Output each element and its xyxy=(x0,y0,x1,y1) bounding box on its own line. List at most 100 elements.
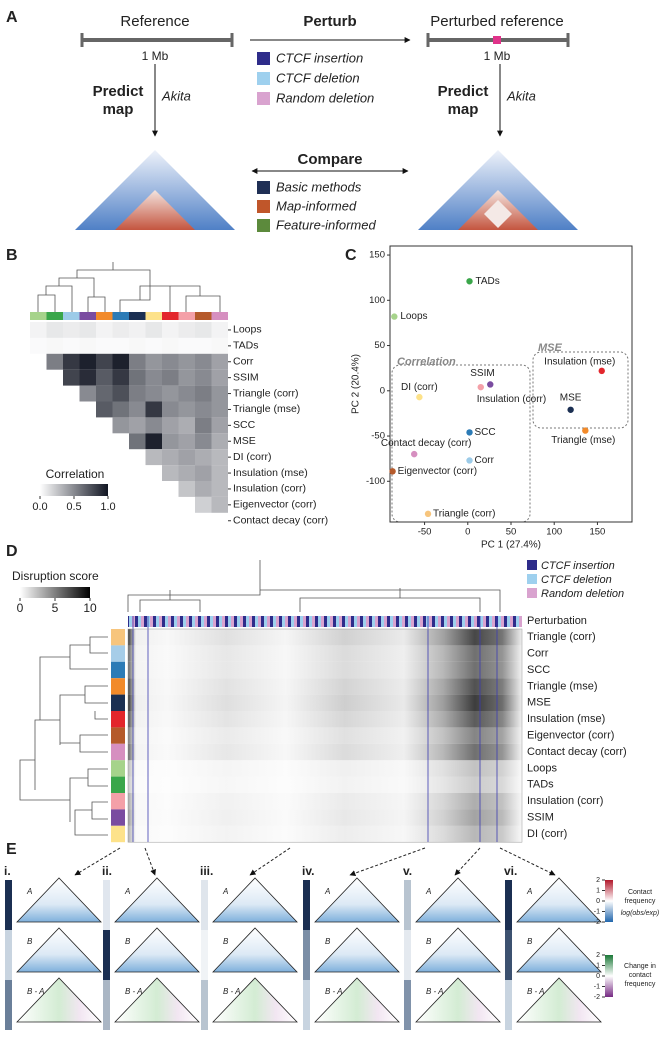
scale-label: 1 Mb xyxy=(484,49,511,63)
heatmap-cell xyxy=(112,337,129,354)
heatmap-cell xyxy=(178,481,195,497)
contact-map xyxy=(516,977,602,1023)
point xyxy=(567,406,574,413)
contact-map xyxy=(16,927,102,973)
row-color xyxy=(111,793,125,810)
heatmap-row xyxy=(128,793,522,810)
row-label: SCC xyxy=(233,419,256,431)
point xyxy=(598,367,605,375)
legend-label: CTCF insertion xyxy=(541,560,615,572)
heatmap-cell xyxy=(211,433,228,450)
point-label: Corr xyxy=(475,455,495,466)
x-tick-label: -50 xyxy=(418,527,432,538)
strip-segment xyxy=(505,930,512,980)
contact-map xyxy=(212,927,298,973)
strip-segment xyxy=(5,880,12,930)
legend-label: Map-informed xyxy=(276,198,357,213)
point xyxy=(487,381,494,388)
contact-map xyxy=(516,927,602,973)
heatmap-cell xyxy=(195,465,212,481)
heatmap-cell xyxy=(145,417,162,434)
heatmap-cell xyxy=(162,449,179,466)
map-label: B xyxy=(426,937,432,946)
map-label: B xyxy=(527,937,533,946)
heatmap-row xyxy=(128,661,522,679)
heatmap-cell xyxy=(46,322,63,338)
heatmap-cell xyxy=(162,353,179,370)
heatmap-row xyxy=(128,760,522,777)
row-label: Insulation (mse) xyxy=(233,467,308,479)
column-color xyxy=(46,312,63,320)
column-color xyxy=(178,312,195,320)
heatmap-cell xyxy=(96,353,113,370)
predict-label: Predict xyxy=(438,83,489,100)
heatmap-cell xyxy=(63,353,80,370)
point-label: Triangle (corr) xyxy=(433,508,495,519)
colorbar xyxy=(605,955,613,997)
model-label: Akita xyxy=(161,88,191,103)
point xyxy=(416,393,423,401)
predict-label: Predict xyxy=(93,83,144,100)
example-label: ii. xyxy=(102,864,112,878)
heatmap-cell xyxy=(145,401,162,418)
heatmap-cell xyxy=(63,369,80,386)
heatmap-cell xyxy=(79,385,96,402)
heatmap-cell xyxy=(211,322,228,338)
legend-swatch xyxy=(257,181,270,194)
heatmap-cell xyxy=(162,369,179,386)
colorbar-tick-label: -2 xyxy=(594,919,600,926)
heatmap-cell xyxy=(211,496,228,513)
heatmap-cell xyxy=(211,401,228,418)
legend-label: CTCF insertion xyxy=(276,50,363,65)
heatmap-cell xyxy=(96,385,113,402)
contact-map xyxy=(314,877,400,923)
row-label: Insulation (mse) xyxy=(527,713,605,725)
point xyxy=(389,468,396,475)
heatmap-cell xyxy=(162,417,179,434)
heatmap-cell xyxy=(195,481,212,497)
row-label: Insulation (corr) xyxy=(527,795,603,807)
map-label: A xyxy=(526,887,532,896)
panel-label: E xyxy=(6,841,17,858)
map-label: A xyxy=(222,887,228,896)
point-label: Eigenvector (corr) xyxy=(398,466,477,477)
colorbar-tick-label: 1.0 xyxy=(100,501,115,513)
colorbar-tick-label: -2 xyxy=(594,994,600,1001)
heatmap-cell xyxy=(129,322,146,338)
row-label: Contact decay (corr) xyxy=(527,746,627,758)
heatmap-frame xyxy=(127,628,523,843)
group-label: Correlation xyxy=(397,356,456,368)
contact-map xyxy=(114,977,200,1023)
column-color xyxy=(63,312,80,320)
point xyxy=(466,278,473,285)
heatmap-cell xyxy=(211,417,228,434)
heatmap-cell xyxy=(145,449,162,466)
group-label: MSE xyxy=(538,342,563,354)
colorbar-tick-label: 0 xyxy=(596,973,600,980)
legend-label: CTCF deletion xyxy=(276,70,360,85)
heatmap-cell xyxy=(211,465,228,481)
heatmap-cell xyxy=(96,401,113,418)
map-label: B - A xyxy=(325,987,342,996)
row-color xyxy=(111,694,125,711)
row-color xyxy=(111,727,125,744)
colorbar-title: Correlation xyxy=(46,467,105,481)
contact-map xyxy=(415,977,501,1023)
legend-swatch xyxy=(257,72,270,85)
heatmap-cell xyxy=(129,369,146,386)
strip-segment xyxy=(303,980,310,1030)
example-label: v. xyxy=(403,864,412,878)
contact-map xyxy=(516,877,602,923)
map-label: B - A xyxy=(223,987,240,996)
point xyxy=(466,457,473,464)
legend-label: CTCF deletion xyxy=(541,574,612,586)
heatmap-cell xyxy=(96,322,113,338)
heatmap-cell xyxy=(195,385,212,402)
row-label: DI (corr) xyxy=(233,451,272,463)
heatmap-cell xyxy=(195,353,212,370)
example-label: i. xyxy=(4,864,11,878)
map-label: B xyxy=(125,937,131,946)
heatmap-cell xyxy=(195,369,212,386)
heatmap-cell xyxy=(195,337,212,354)
